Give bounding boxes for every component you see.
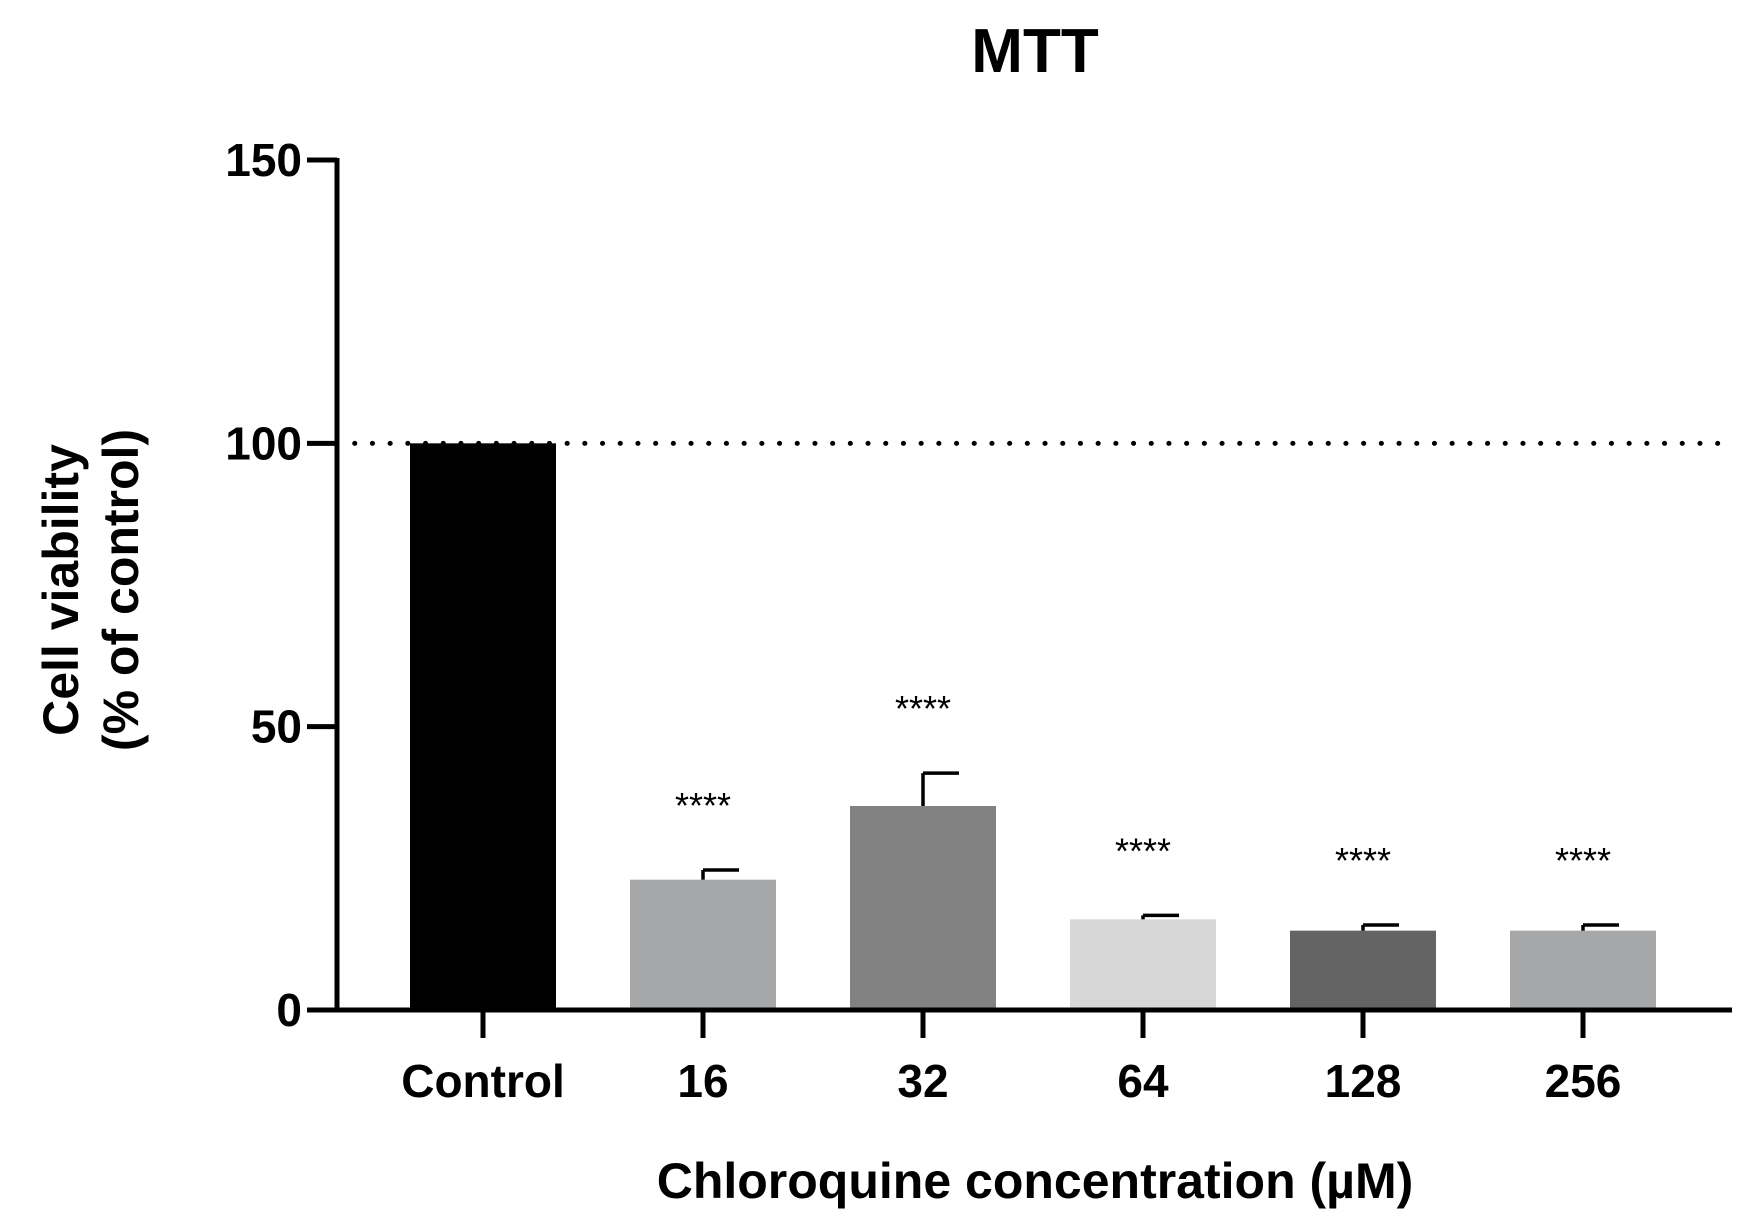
y-axis-title-line-2: (% of control) — [93, 429, 149, 751]
x-tick-label-16: 16 — [677, 1055, 728, 1107]
bar-control — [410, 443, 556, 1010]
x-tick-label-256: 256 — [1545, 1055, 1622, 1107]
y-axis-title-line-1: Cell viability — [33, 444, 89, 736]
y-tick-label-0: 0 — [276, 984, 302, 1036]
y-tick-label-100: 100 — [225, 417, 302, 469]
significance-128: **** — [1335, 840, 1391, 881]
x-tick-label-128: 128 — [1325, 1055, 1402, 1107]
significance-64: **** — [1115, 830, 1171, 871]
y-axis-title: Cell viability (% of control) — [33, 429, 149, 751]
y-tick-label-150: 150 — [225, 134, 302, 186]
significance-16: **** — [675, 785, 731, 826]
bars-layer: **** **** **** **** **** — [410, 443, 1656, 1010]
bar-128 — [1290, 930, 1436, 1010]
axes-layer: 0 50 100 150 Control 16 32 64 128 256 — [225, 134, 1732, 1107]
x-axis-title: Chloroquine concentration (µM) — [657, 1153, 1414, 1209]
bar-64 — [1070, 919, 1216, 1010]
bar-32 — [850, 806, 996, 1010]
x-tick-label-32: 32 — [897, 1055, 948, 1107]
chart-title: MTT — [971, 17, 1099, 86]
bar-16 — [630, 879, 776, 1010]
x-tick-label-64: 64 — [1117, 1055, 1169, 1107]
x-tick-label-Control: Control — [401, 1055, 565, 1107]
y-tick-label-50: 50 — [251, 701, 302, 753]
significance-256: **** — [1555, 840, 1611, 881]
bar-256 — [1510, 930, 1656, 1010]
significance-32: **** — [895, 688, 951, 729]
